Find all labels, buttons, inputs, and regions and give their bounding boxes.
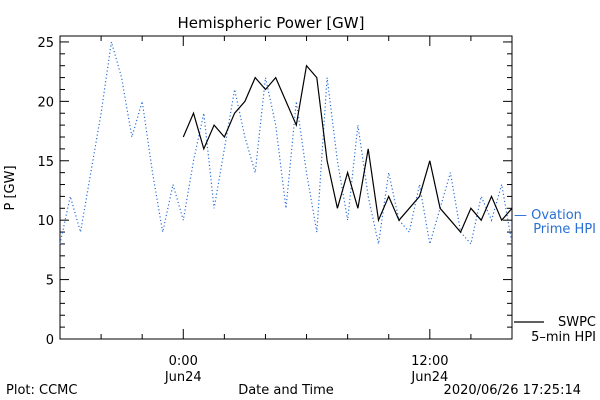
y-tick-label: 10 (37, 214, 54, 229)
legend-ovation-line1: — Ovation (514, 208, 582, 223)
x-tick-date: Jun24 (164, 370, 202, 385)
x-tick-date: Jun24 (410, 370, 448, 385)
x-axis: 0:00Jun2412:00Jun240:00Jun2512:00Jun250:… (59, 36, 513, 385)
legend-swpc-line1: SWPC (558, 315, 596, 330)
legend-swpc-line2: 5–min HPI (531, 330, 596, 345)
x-tick-time: 0:00 (169, 354, 198, 369)
footer-timestamp: 2020/06/26 17:25:14 (444, 383, 581, 398)
y-tick-label: 15 (37, 155, 54, 170)
chart-title: Hemispheric Power [GW] (178, 14, 365, 32)
y-axis-label: P [GW] (3, 165, 18, 210)
x-axis-label: Date and Time (238, 383, 334, 398)
legend: — Ovation Prime HPI SWPC 5–min HPI (514, 208, 596, 345)
y-tick-label: 0 (46, 333, 54, 348)
y-tick-label: 5 (46, 274, 54, 289)
footer-source: Plot: CCMC (6, 383, 77, 398)
plot-frame (59, 35, 513, 340)
y-tick-label: 20 (37, 95, 54, 110)
legend-ovation-line2: Prime HPI (533, 222, 596, 237)
y-axis: 0 5 10 15 20 25 (37, 36, 512, 348)
y-tick-label: 25 (37, 36, 54, 51)
x-tick-time: 12:00 (411, 354, 448, 369)
series-swpc-line (182, 64, 513, 234)
